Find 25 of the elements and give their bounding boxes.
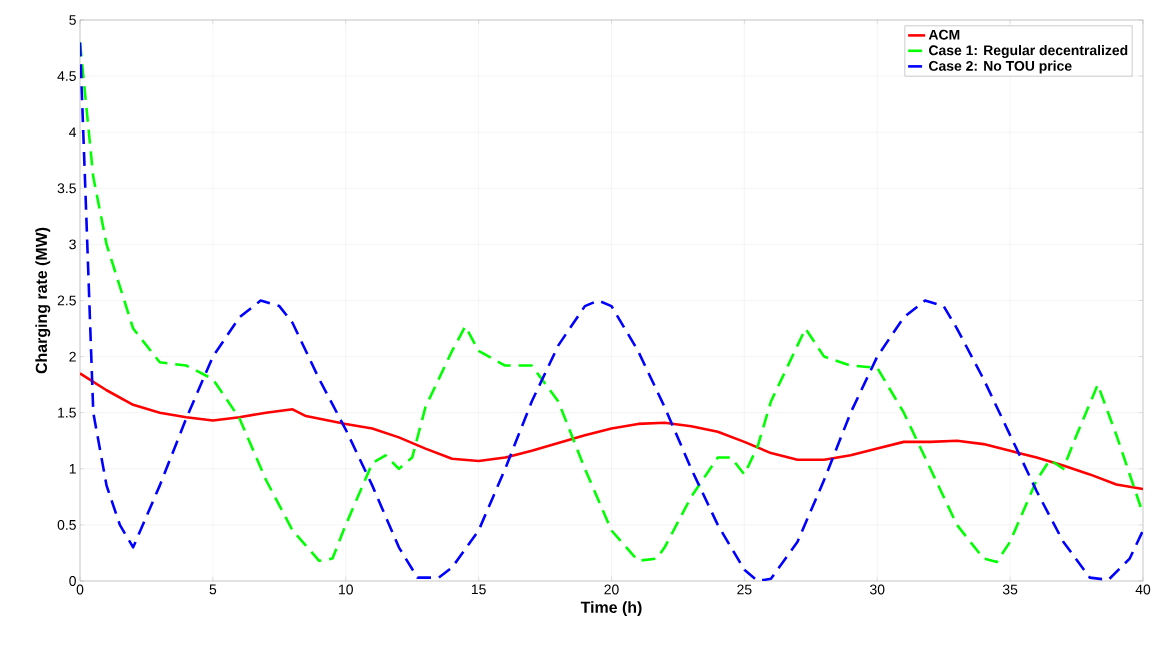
y-tick-label: 4 [69, 127, 77, 137]
legend-label: Case 1: Regular decentralized [929, 45, 1128, 59]
y-tick-label: 3.5 [57, 183, 76, 194]
x-tick-label: 20 [604, 584, 619, 595]
x-tick-label: 0 [76, 584, 84, 595]
y-tick-label: 2.5 [57, 295, 76, 306]
x-tick-label: 35 [1002, 584, 1018, 595]
legend-label: Case 2: No TOU price [929, 60, 1072, 74]
y-tick-label: 3 [69, 239, 76, 250]
y-tick-label: 2 [69, 351, 76, 362]
y-axis-title: Charging rate (MW) [35, 227, 51, 374]
y-tick-label: 0.5 [57, 519, 76, 530]
x-tick-label: 15 [471, 584, 486, 595]
y-tick-label: 1 [69, 464, 76, 474]
x-tick-label: 10 [339, 584, 353, 595]
x-tick-label: 25 [737, 584, 752, 595]
x-axis-title: Time (h) [580, 601, 642, 617]
y-tick-label: 5 [69, 15, 76, 25]
y-tick-label: 1.5 [58, 407, 76, 418]
x-tick-label: 30 [870, 584, 885, 595]
y-tick-label: 4.5 [57, 71, 76, 81]
x-tick-label: 5 [209, 584, 217, 595]
legend-label: ACM [928, 29, 960, 40]
x-tick-label: 40 [1135, 584, 1151, 595]
y-tick-label: 0 [69, 576, 76, 586]
